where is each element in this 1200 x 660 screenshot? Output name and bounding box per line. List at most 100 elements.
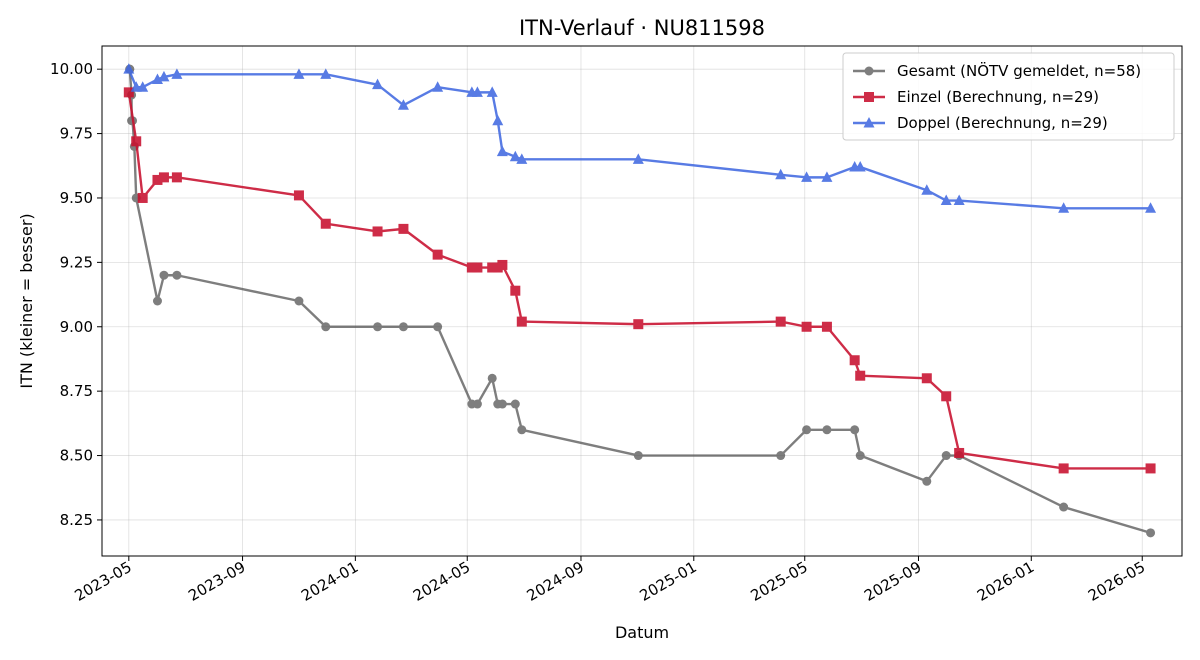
legend-item-einzel (853, 92, 885, 102)
data-point-doppel (821, 171, 833, 182)
data-point-doppel (775, 168, 787, 180)
data-point-gesamt (497, 399, 507, 409)
data-point-einzel (487, 262, 498, 273)
data-point-einzel (921, 373, 932, 384)
y-tick-label: 8.25 (60, 511, 93, 529)
data-point-einzel (855, 370, 866, 381)
data-point-gesamt (850, 425, 860, 435)
data-point-einzel (849, 355, 860, 366)
legend-marker-gesamt (864, 66, 874, 76)
data-point-einzel (1058, 463, 1069, 474)
y-axis-title: ITN (kleiner = besser) (17, 213, 36, 388)
data-point-gesamt (398, 322, 408, 332)
data-point-doppel (953, 194, 965, 206)
series-gesamt (125, 64, 1156, 538)
series-doppel (123, 63, 1157, 213)
y-tick-label: 9.50 (60, 189, 93, 207)
legend-marker-doppel (863, 117, 875, 128)
data-point-einzel (158, 172, 169, 183)
data-point-doppel (940, 194, 952, 206)
data-point-gesamt (922, 476, 932, 486)
data-point-gesamt (822, 425, 832, 435)
data-point-doppel (492, 114, 504, 126)
legend-label-doppel: Doppel (Berechnung, n=29) (897, 114, 1108, 132)
data-point-einzel (123, 87, 134, 98)
data-point-doppel (854, 161, 866, 172)
data-point-doppel (123, 63, 135, 74)
data-point-einzel (152, 174, 163, 185)
x-axis-title: Datum (615, 623, 669, 642)
data-point-gesamt (941, 451, 951, 461)
data-point-einzel (131, 136, 142, 147)
data-point-einzel (941, 391, 952, 402)
chart-title: ITN-Verlauf · NU811598 (519, 16, 765, 40)
legend-box (842, 52, 1175, 141)
data-point-doppel (372, 78, 384, 90)
data-point-doppel (509, 150, 521, 162)
data-point-gesamt (172, 270, 182, 280)
data-point-doppel (158, 70, 170, 82)
data-point-gesamt (321, 322, 331, 332)
data-point-gesamt (1059, 502, 1069, 512)
data-point-einzel (821, 321, 832, 332)
data-point-doppel (320, 68, 332, 79)
y-tick-label: 9.25 (60, 253, 93, 271)
data-point-doppel (801, 171, 813, 182)
data-point-einzel (398, 223, 409, 234)
legend-label-einzel: Einzel (Berechnung, n=29) (897, 88, 1099, 106)
data-point-einzel (633, 319, 644, 330)
y-tick-label: 8.50 (60, 447, 93, 465)
data-point-einzel (510, 285, 521, 296)
data-point-gesamt (633, 451, 643, 461)
data-point-einzel (293, 190, 304, 201)
y-tick-label: 9.00 (60, 318, 93, 336)
data-point-einzel (320, 218, 331, 229)
data-point-gesamt (510, 399, 520, 409)
data-point-einzel (497, 259, 508, 270)
data-point-gesamt (517, 425, 527, 435)
data-point-doppel (397, 99, 409, 110)
data-point-einzel (1145, 463, 1156, 474)
data-point-doppel (486, 86, 498, 97)
legend: Gesamt (NÖTV gemeldet, n=58) Einzel (Bere… (842, 52, 1175, 141)
data-point-einzel (472, 262, 483, 273)
data-point-gesamt (433, 322, 443, 332)
data-point-gesamt (294, 296, 304, 306)
data-point-doppel (171, 68, 183, 79)
data-point-doppel (471, 86, 483, 97)
data-point-gesamt (776, 451, 786, 461)
data-point-einzel (137, 192, 148, 203)
data-point-gesamt (1146, 528, 1156, 538)
legend-label-gesamt: Gesamt (NÖTV gemeldet, n=58) (897, 61, 1141, 80)
data-point-einzel (466, 262, 477, 273)
data-point-einzel (775, 316, 786, 327)
series-layer (123, 63, 1157, 538)
legend-item-gesamt (853, 66, 885, 76)
data-point-einzel (801, 321, 812, 332)
data-point-einzel (432, 249, 443, 260)
data-point-doppel (496, 145, 508, 157)
data-point-gesamt (472, 399, 482, 409)
data-point-doppel (1058, 202, 1070, 213)
data-point-einzel (171, 172, 182, 183)
y-tick-label: 10.00 (50, 60, 93, 78)
data-point-doppel (921, 184, 933, 195)
data-point-doppel (632, 153, 644, 164)
data-point-doppel (432, 81, 444, 92)
data-point-gesamt (159, 270, 169, 280)
data-point-einzel (516, 316, 527, 327)
data-point-doppel (1145, 202, 1157, 213)
plot-frame (101, 45, 1183, 557)
data-point-gesamt (373, 322, 383, 332)
legend-item-doppel (853, 117, 885, 128)
data-point-einzel (372, 226, 383, 237)
data-point-gesamt (855, 451, 865, 461)
series-einzel (123, 87, 1156, 474)
y-tick-label: 8.75 (60, 382, 93, 400)
data-point-einzel (954, 447, 965, 458)
data-point-doppel (293, 68, 305, 79)
data-point-gesamt (152, 296, 162, 306)
data-point-gesamt (802, 425, 812, 435)
y-tick-label: 9.75 (60, 125, 93, 143)
